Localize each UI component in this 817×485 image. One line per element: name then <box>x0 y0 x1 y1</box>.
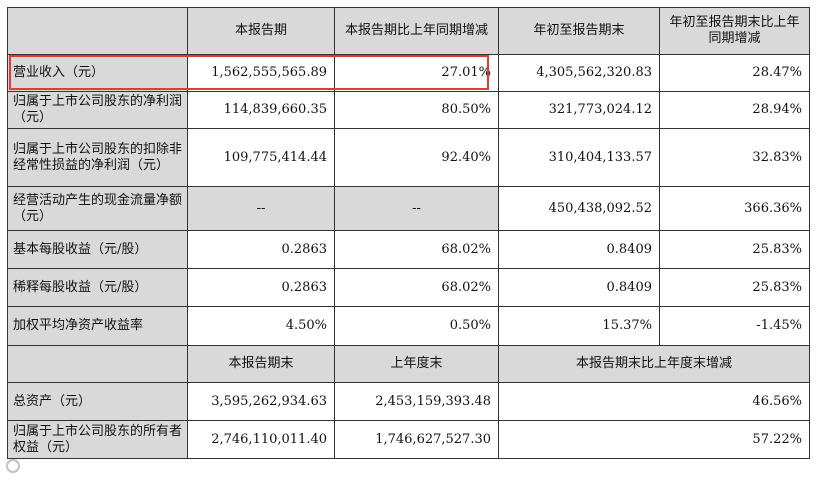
row-label: 总资产（元） <box>7 382 188 421</box>
value-ytd-yoy: 28.47% <box>659 54 810 92</box>
header-current-period-yoy: 本报告期比上年同期增减 <box>334 7 499 55</box>
table-row: 稀释每股收益（元/股） 0.2863 68.02% 0.8409 25.83% <box>7 268 810 307</box>
value-prior-year-end: 1,746,627,527.30 <box>334 420 499 459</box>
value-current-period-yoy: 0.50% <box>334 306 499 346</box>
value-current-period: 4.50% <box>187 306 335 346</box>
value-ytd-yoy: 25.83% <box>659 230 810 269</box>
watermark-logo-icon <box>6 459 20 473</box>
value-current-period: 1,562,555,565.89 <box>187 54 335 92</box>
table-row: 基本每股收益（元/股） 0.2863 68.02% 0.8409 25.83% <box>7 230 810 269</box>
header-row: 本报告期 本报告期比上年同期增减 年初至报告期末 年初至报告期末比上年同期增减 <box>7 7 810 55</box>
value-current-period-yoy: 80.50% <box>334 91 499 129</box>
value-period-end-change: 57.22% <box>498 420 810 459</box>
value-current-period-yoy: 27.01% <box>334 54 499 92</box>
header-corner-cell <box>7 345 188 383</box>
financial-summary-table: 本报告期 本报告期比上年同期增减 年初至报告期末 年初至报告期末比上年同期增减 … <box>7 7 810 459</box>
value-prior-year-end: 2,453,159,393.48 <box>334 382 499 421</box>
value-ytd-yoy: 366.36% <box>659 186 810 231</box>
table-row: 加权平均净资产收益率 4.50% 0.50% 15.37% -1.45% <box>7 306 810 346</box>
row-label: 营业收入（元） <box>7 54 188 92</box>
value-ytd-yoy: -1.45% <box>659 306 810 346</box>
value-ytd: 0.8409 <box>498 268 660 307</box>
header-row-balance: 本报告期末 上年度末 本报告期末比上年度末增减 <box>7 345 810 383</box>
value-ytd-yoy: 28.94% <box>659 91 810 129</box>
header-period-end: 本报告期末 <box>187 345 335 383</box>
row-label: 基本每股收益（元/股） <box>7 230 188 269</box>
value-ytd: 310,404,133.57 <box>498 128 660 187</box>
row-label: 稀释每股收益（元/股） <box>7 268 188 307</box>
value-current-period: 109,775,414.44 <box>187 128 335 187</box>
header-current-period: 本报告期 <box>187 7 335 55</box>
value-period-end-change: 46.56% <box>498 382 810 421</box>
value-ytd: 321,773,024.12 <box>498 91 660 129</box>
value-ytd: 450,438,092.52 <box>498 186 660 231</box>
table-row: 归属于上市公司股东的扣除非经常性损益的净利润（元） 109,775,414.44… <box>7 128 810 187</box>
header-ytd: 年初至报告期末 <box>498 7 660 55</box>
row-label: 经营活动产生的现金流量净额（元） <box>7 186 188 231</box>
row-label: 归属于上市公司股东的净利润（元） <box>7 91 188 129</box>
row-label: 归属于上市公司股东的扣除非经常性损益的净利润（元） <box>7 128 188 187</box>
value-period-end: 2,746,110,011.40 <box>187 420 335 459</box>
value-ytd: 0.8409 <box>498 230 660 269</box>
value-current-period: 0.2863 <box>187 268 335 307</box>
value-ytd: 15.37% <box>498 306 660 346</box>
value-current-period: -- <box>187 186 335 231</box>
table-row: 经营活动产生的现金流量净额（元） -- -- 450,438,092.52 36… <box>7 186 810 231</box>
value-ytd-yoy: 25.83% <box>659 268 810 307</box>
header-prior-year-end: 上年度末 <box>334 345 499 383</box>
value-ytd: 4,305,562,320.83 <box>498 54 660 92</box>
row-label: 归属于上市公司股东的所有者权益（元） <box>7 420 188 459</box>
table-row: 总资产（元） 3,595,262,934.63 2,453,159,393.48… <box>7 382 810 421</box>
value-current-period-yoy: 68.02% <box>334 230 499 269</box>
value-current-period-yoy: 92.40% <box>334 128 499 187</box>
value-current-period-yoy: -- <box>334 186 499 231</box>
row-label: 加权平均净资产收益率 <box>7 306 188 346</box>
value-current-period-yoy: 68.02% <box>334 268 499 307</box>
header-corner-cell <box>7 7 188 55</box>
table-row: 归属于上市公司股东的净利润（元） 114,839,660.35 80.50% 3… <box>7 91 810 129</box>
watermark <box>6 458 24 474</box>
header-period-end-change: 本报告期末比上年度末增减 <box>498 345 810 383</box>
value-ytd-yoy: 32.83% <box>659 128 810 187</box>
value-current-period: 0.2863 <box>187 230 335 269</box>
value-current-period: 114,839,660.35 <box>187 91 335 129</box>
table-row: 营业收入（元） 1,562,555,565.89 27.01% 4,305,56… <box>7 54 810 92</box>
table-row: 归属于上市公司股东的所有者权益（元） 2,746,110,011.40 1,74… <box>7 420 810 459</box>
value-period-end: 3,595,262,934.63 <box>187 382 335 421</box>
header-ytd-yoy: 年初至报告期末比上年同期增减 <box>659 7 810 55</box>
